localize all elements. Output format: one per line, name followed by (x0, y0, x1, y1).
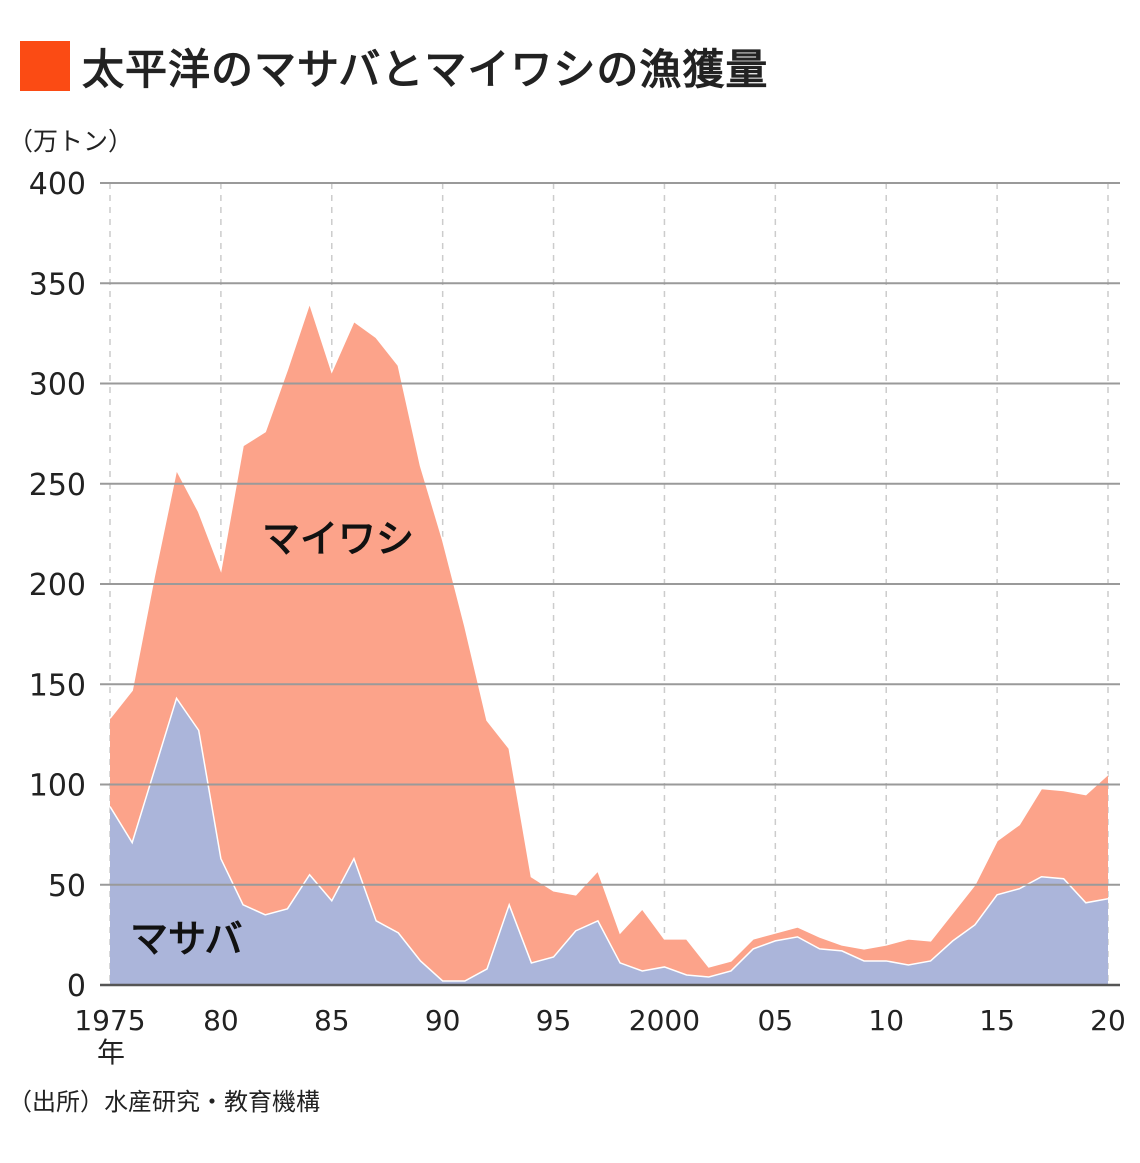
x-tick-label: 15 (979, 1004, 1015, 1037)
chart-title: 太平洋のマサバとマイワシの漁獲量 (20, 38, 768, 94)
y-tick-label: 0 (67, 969, 86, 1004)
x-tick-label: 10 (868, 1004, 904, 1037)
x-tick-label: 90 (425, 1004, 461, 1037)
y-unit-label: （万トン） (8, 127, 134, 156)
x-unit-label: 年 (97, 1036, 125, 1069)
y-axis-ticks: 0 50 100 150 200 250 300 350 400 (29, 167, 86, 1004)
series-label-iwashi: マイワシ (262, 517, 414, 561)
x-tick-label: 95 (536, 1004, 572, 1037)
y-tick-label: 100 (29, 769, 86, 804)
stacked-areas (109, 300, 1109, 985)
area-saba (110, 698, 1108, 985)
area-iwashi (110, 303, 1108, 981)
x-axis-ticks: 1975 80 85 90 95 2000 05 10 15 20 (74, 1004, 1125, 1037)
y-tick-label: 250 (29, 468, 86, 503)
y-tick-label: 200 (29, 568, 86, 603)
y-tick-label: 400 (29, 167, 86, 202)
y-tick-label: 50 (48, 869, 86, 904)
source-note: （出所）水産研究・教育機構 (8, 1088, 320, 1116)
y-tick-label: 350 (29, 267, 86, 302)
x-tick-label: 20 (1090, 1004, 1126, 1037)
line-total-boundary (109, 300, 1109, 968)
horizontal-gridlines (100, 182, 1120, 987)
x-tick-label: 85 (314, 1004, 350, 1037)
y-tick-label: 150 (29, 668, 86, 703)
y-tick-label: 300 (29, 368, 86, 403)
title-marker (20, 41, 70, 91)
series-label-saba: マサバ (130, 917, 242, 961)
line-saba-boundary (109, 696, 1109, 982)
x-tick-label: 80 (203, 1004, 239, 1037)
x-tick-label: 1975 (74, 1004, 145, 1037)
x-tick-label: 2000 (629, 1004, 700, 1037)
title-text: 太平洋のマサバとマイワシの漁獲量 (82, 44, 769, 94)
x-tick-label: 05 (758, 1004, 794, 1037)
